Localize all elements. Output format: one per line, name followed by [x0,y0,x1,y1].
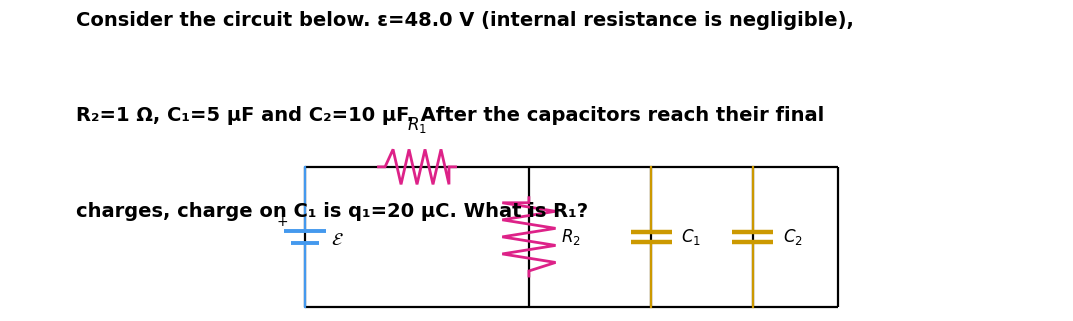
Text: R₂=1 Ω, C₁=5 μF and C₂=10 μF. After the capacitors reach their final: R₂=1 Ω, C₁=5 μF and C₂=10 μF. After the … [76,106,824,126]
Text: $R_1$: $R_1$ [407,115,427,135]
Text: $+$: $+$ [276,215,288,229]
Text: charges, charge on C₁ is q₁=20 μC. What is R₁?: charges, charge on C₁ is q₁=20 μC. What … [76,202,588,221]
Text: $R_2$: $R_2$ [561,227,580,247]
Text: $C_1$: $C_1$ [681,227,702,247]
Text: Consider the circuit below. ε=48.0 V (internal resistance is negligible),: Consider the circuit below. ε=48.0 V (in… [76,11,854,30]
Text: $C_2$: $C_2$ [782,227,803,247]
Text: $\mathcal{E}$: $\mathcal{E}$ [330,231,343,249]
